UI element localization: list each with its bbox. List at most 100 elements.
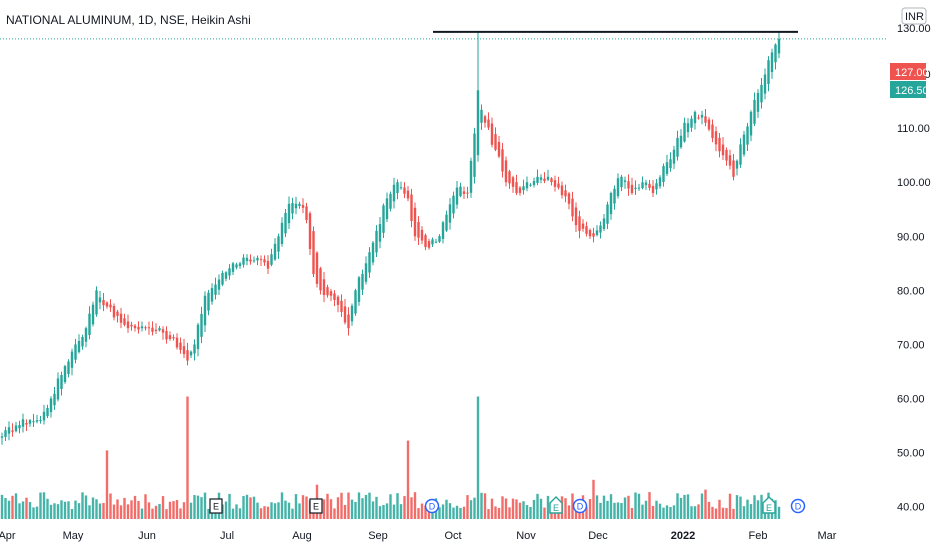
y-tick-label: 40.00 (897, 502, 925, 514)
volume-bar (378, 506, 382, 519)
x-tick-label: Oct (444, 530, 461, 542)
dividend-marker[interactable] (572, 498, 588, 514)
candle (242, 257, 245, 265)
candle (350, 305, 354, 322)
volume-bar (620, 503, 623, 519)
candle (14, 425, 18, 432)
volume-bar (382, 504, 385, 519)
dividend-marker-label: D (429, 502, 436, 512)
candle (147, 327, 151, 329)
volume-bar (42, 492, 46, 519)
volume-bar (126, 504, 130, 519)
volume-bar (70, 509, 74, 519)
volume-bar (144, 494, 147, 519)
candle (438, 236, 441, 242)
candle (609, 193, 613, 215)
candle (746, 126, 749, 145)
candle (749, 111, 753, 136)
volume-bar (459, 507, 462, 519)
volume-bar (333, 508, 336, 519)
candle (284, 212, 287, 234)
earnings-marker[interactable] (549, 496, 563, 514)
volume-bar (361, 498, 364, 519)
volume-bar (634, 492, 637, 519)
candle (420, 229, 424, 241)
candle (455, 187, 459, 205)
volume-bar (385, 503, 389, 519)
candle (616, 178, 620, 197)
earnings-marker[interactable] (309, 498, 323, 514)
candle (508, 171, 511, 184)
volume-bar (102, 502, 105, 519)
volume-bar (704, 489, 707, 519)
volume-bar (270, 502, 273, 519)
volume-bar (0, 494, 4, 519)
candle (70, 351, 74, 368)
candle (735, 160, 739, 169)
candle (294, 203, 298, 209)
candle (529, 184, 532, 186)
volume-bar (487, 509, 490, 519)
volume-bar (259, 508, 263, 519)
candle (273, 243, 277, 260)
volume-bar (732, 508, 735, 519)
volume-bar (203, 492, 207, 519)
candle (298, 203, 301, 207)
candle (641, 182, 644, 188)
volume-bar (294, 494, 298, 519)
volume-bar (742, 506, 746, 519)
candle (417, 222, 420, 238)
dividend-marker[interactable] (790, 498, 806, 514)
candle (690, 118, 693, 128)
volume-bar (238, 508, 242, 519)
candle (774, 44, 777, 63)
volume-bar (679, 497, 683, 519)
candle (448, 204, 452, 223)
currency-badge[interactable] (901, 7, 927, 25)
earnings-marker[interactable] (762, 496, 776, 514)
volume-bar (613, 502, 616, 519)
volume-bar (91, 497, 95, 519)
candle (557, 183, 560, 188)
price-tag-label: 126.50 (895, 85, 929, 97)
candle (550, 178, 553, 183)
dividend-marker-label: D (577, 502, 584, 512)
candle (203, 295, 207, 326)
volume-bar (46, 498, 49, 519)
volume-bar (266, 506, 270, 519)
dividend-marker[interactable] (424, 498, 440, 514)
candle (175, 337, 179, 348)
volume-bar (7, 500, 11, 519)
candle (56, 378, 60, 400)
candle (63, 366, 67, 382)
candle (613, 188, 616, 204)
candle (700, 114, 704, 118)
earnings-marker[interactable] (209, 498, 223, 514)
candle (196, 324, 200, 349)
volume-bar (98, 503, 102, 519)
candle (522, 186, 525, 191)
candle (599, 225, 602, 233)
candle (620, 176, 623, 188)
candle (4, 430, 7, 437)
volume-bar (676, 493, 679, 519)
candle (434, 241, 438, 243)
candle (697, 117, 700, 119)
candle (595, 230, 599, 235)
candle (259, 259, 263, 261)
volume-bar (151, 508, 154, 519)
volume-bar (515, 499, 518, 519)
candle (354, 290, 357, 314)
candle (291, 203, 294, 214)
volume-bar (123, 497, 126, 519)
candle (123, 318, 126, 325)
volume-bar (746, 499, 749, 519)
candle (767, 60, 770, 85)
volume-bar (574, 506, 578, 519)
volume-bar (242, 496, 245, 519)
volume-bar (56, 504, 60, 519)
volume-bar (476, 396, 480, 519)
candle (361, 273, 364, 290)
candle (487, 119, 490, 128)
